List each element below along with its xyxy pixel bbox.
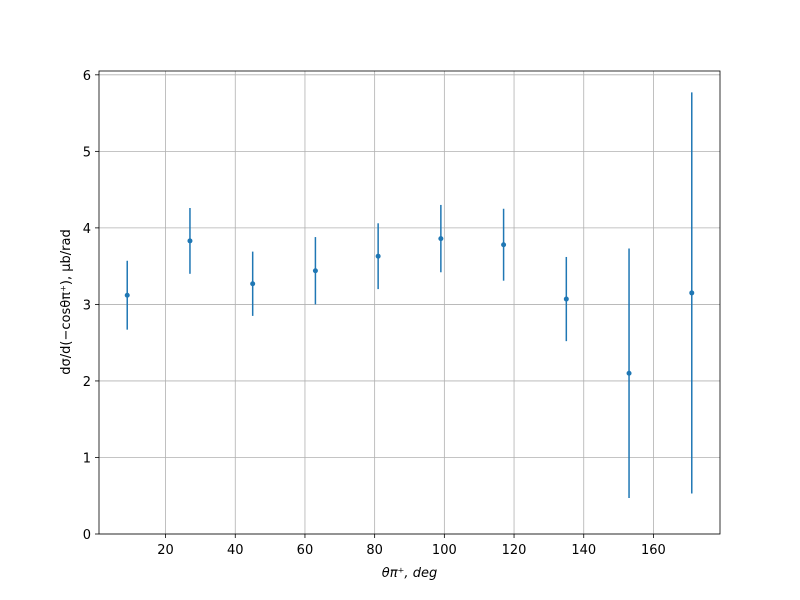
data-point (501, 242, 507, 248)
data-point (187, 238, 193, 244)
x-axis-label: θπ⁺, deg (382, 566, 437, 581)
plot-frame (98, 70, 721, 535)
x-tick-label: 40 (227, 543, 244, 558)
data-point (689, 290, 695, 296)
data-point (375, 253, 381, 259)
y-tick-label: 6 (83, 69, 91, 84)
y-tick-label: 0 (83, 528, 91, 543)
data-point (563, 296, 569, 302)
y-tick-label: 3 (83, 298, 91, 313)
data-point (250, 281, 256, 287)
data-point (312, 268, 318, 274)
x-tick-label: 80 (366, 543, 383, 558)
data-point (626, 370, 632, 376)
x-tick-label: 160 (641, 543, 666, 558)
x-tick-label: 20 (157, 543, 174, 558)
y-tick-label: 5 (83, 145, 91, 160)
x-tick-label: 120 (502, 543, 527, 558)
data-point (124, 292, 130, 298)
y-axis-label: dσ/d(−cosθπ⁺), μb/rad (59, 229, 74, 374)
x-tick-label: 140 (571, 543, 596, 558)
data-point (438, 236, 444, 242)
x-tick-label: 100 (432, 543, 457, 558)
y-tick-label: 2 (83, 375, 91, 390)
x-tick-label: 60 (297, 543, 314, 558)
y-tick-label: 4 (83, 222, 91, 237)
y-tick-label: 1 (83, 451, 91, 466)
